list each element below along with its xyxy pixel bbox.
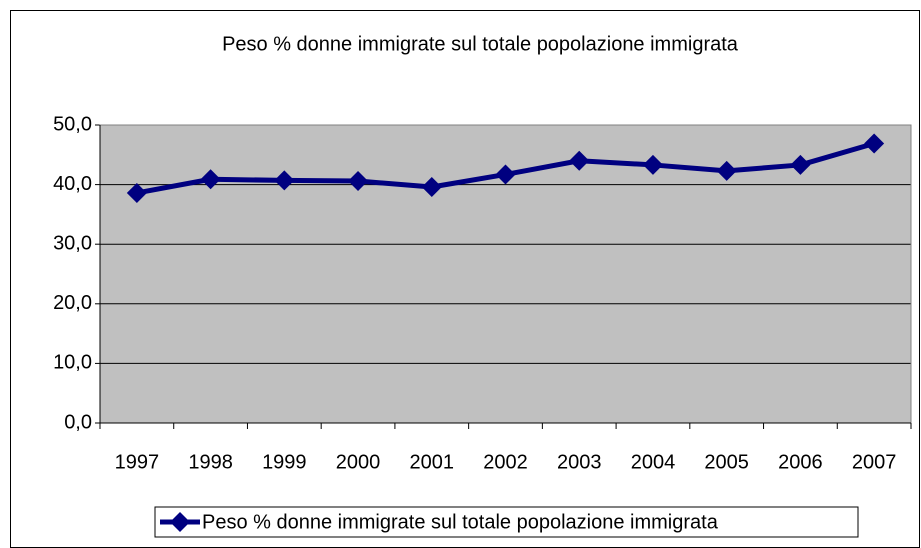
y-tick-label: 20,0 [53, 292, 92, 314]
x-tick-label: 2000 [336, 451, 381, 473]
x-tick-label: 2002 [483, 451, 528, 473]
marker [864, 133, 885, 154]
marker [200, 169, 221, 190]
x-tick-label: 1997 [115, 451, 160, 473]
marker [126, 182, 147, 203]
y-tick-label: 40,0 [53, 173, 92, 195]
legend-marker [170, 512, 190, 532]
marker [274, 170, 295, 191]
y-tick-label: 50,0 [53, 113, 92, 135]
marker [348, 171, 369, 192]
x-tick-label: 2005 [704, 451, 749, 473]
marker [716, 160, 737, 181]
y-tick-label: 10,0 [53, 352, 92, 374]
y-tick-label: 0,0 [64, 411, 92, 433]
x-tick-label: 2004 [631, 451, 676, 473]
x-tick-label: 2006 [778, 451, 823, 473]
x-tick-label: 1999 [262, 451, 307, 473]
marker [495, 164, 516, 185]
marker [421, 176, 442, 197]
x-tick-label: 1998 [188, 451, 233, 473]
x-tick-label: 2001 [410, 451, 455, 473]
marker [569, 150, 590, 171]
legend-label: Peso % donne immigrate sul totale popola… [202, 511, 719, 533]
legend-box [154, 506, 859, 538]
marker [642, 154, 663, 175]
chart-title: Peso % donne immigrate sul totale popola… [222, 33, 739, 55]
y-tick-label: 30,0 [53, 232, 92, 254]
marker [790, 154, 811, 175]
x-tick-label: 2003 [557, 451, 602, 473]
x-tick-label: 2007 [852, 451, 897, 473]
